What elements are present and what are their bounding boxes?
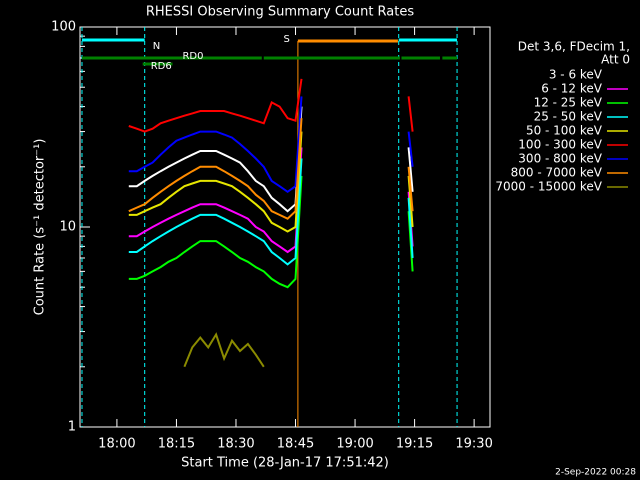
legend-label: 12 - 25 keV (534, 96, 603, 110)
legend-label: 100 - 300 keV (518, 138, 602, 152)
flag-label: N (153, 41, 160, 52)
x-tick-label: 18:30 (217, 437, 254, 452)
legend-label: 3 - 6 keV (549, 68, 603, 82)
x-tick-label: 18:00 (98, 437, 135, 452)
flag-label: S (284, 34, 290, 45)
y-tick-label: 1 (68, 420, 76, 435)
legend-label: 25 - 50 keV (534, 110, 603, 124)
legend-title: Att 0 (601, 53, 630, 67)
legend-label: 50 - 100 keV (526, 124, 603, 138)
legend-label: 6 - 12 keV (541, 82, 603, 96)
legend-title: Det 3,6, FDecim 1, (518, 40, 630, 54)
plot-frame (79, 26, 491, 428)
legend-label: 7000 - 15000 keV (495, 180, 602, 194)
y-tick-label: 10 (59, 220, 76, 235)
series-line (128, 118, 414, 220)
x-tick-label: 18:45 (277, 437, 314, 452)
x-axis-label: Start Time (28-Jan-17 17:51:42) (181, 456, 389, 471)
chart-title: RHESSI Observing Summary Count Rates (146, 5, 415, 20)
x-tick-label: 19:15 (396, 437, 433, 452)
flag-label: RD6 (151, 61, 172, 72)
series-line (128, 106, 414, 213)
y-axis-label: Count Rate (s⁻¹ detector⁻¹) (33, 139, 48, 316)
series-line (128, 158, 414, 266)
x-tick-label: 19:30 (455, 437, 492, 452)
series-line (128, 147, 414, 254)
x-tick-label: 19:00 (336, 437, 373, 452)
x-tick-label: 18:15 (158, 437, 195, 452)
series-line (128, 96, 414, 194)
legend-label: 800 - 7000 keV (511, 166, 603, 180)
y-tick-label: 100 (51, 20, 76, 35)
legend-label: 300 - 800 keV (518, 152, 602, 166)
series-line (128, 175, 414, 289)
series-line (183, 332, 265, 368)
series-line (128, 78, 414, 133)
flag-label: RD0 (182, 51, 203, 62)
footer: 2-Sep-2022 00:28 (555, 468, 636, 478)
